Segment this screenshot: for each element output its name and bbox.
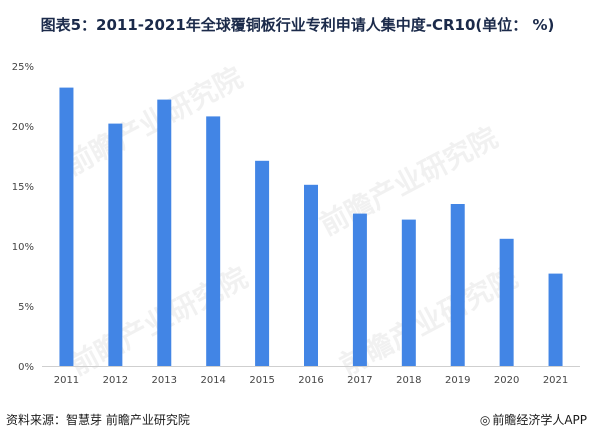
x-axis: 2011 2012 2013 2014 2015 2016 2017 2018 2019 2020… xyxy=(54,375,569,386)
bar xyxy=(548,273,563,366)
bar xyxy=(499,238,514,366)
x-tick-label: 2021 xyxy=(543,375,568,386)
x-tick-label: 2011 xyxy=(54,375,79,386)
x-tick-label: 2017 xyxy=(347,375,372,386)
y-tick-label: 10% xyxy=(12,242,34,253)
bar xyxy=(59,87,74,366)
x-tick-label: 2016 xyxy=(298,375,323,386)
x-tick-label: 2015 xyxy=(249,375,274,386)
x-tick-label: 2019 xyxy=(445,375,470,386)
y-tick-label: 25% xyxy=(12,62,34,73)
x-tick-label: 2020 xyxy=(494,375,519,386)
y-tick-label: 15% xyxy=(12,182,34,193)
y-tick-label: 5% xyxy=(18,302,34,313)
bars-group xyxy=(59,87,563,367)
bar xyxy=(255,160,270,366)
bar xyxy=(304,184,318,366)
bar xyxy=(450,204,465,366)
x-tick-label: 2018 xyxy=(396,375,421,386)
x-tick-label: 2014 xyxy=(200,375,225,386)
y-axis: 0% 5% 10% 15% 20% 25% xyxy=(12,62,34,373)
chart-title: 图表5：2011-2021年全球覆铜板行业专利申请人集中度-CR10(单位： %… xyxy=(40,16,555,34)
bar xyxy=(352,213,367,366)
bar xyxy=(157,99,172,366)
x-tick-label: 2012 xyxy=(103,375,128,386)
y-tick-label: 0% xyxy=(18,362,34,373)
x-tick-label: 2013 xyxy=(152,375,177,386)
bar xyxy=(206,116,221,367)
bar xyxy=(401,219,416,366)
brand-logo-icon: ◎ xyxy=(479,413,491,427)
brand-credit: ◎ 前瞻经济学人APP xyxy=(480,411,587,428)
y-tick-label: 20% xyxy=(12,122,34,133)
bar xyxy=(108,123,123,366)
brand-name: 前瞻经济学人APP xyxy=(492,413,587,427)
source-note: 资料来源：智慧芽 前瞻产业研究院 xyxy=(6,413,190,427)
